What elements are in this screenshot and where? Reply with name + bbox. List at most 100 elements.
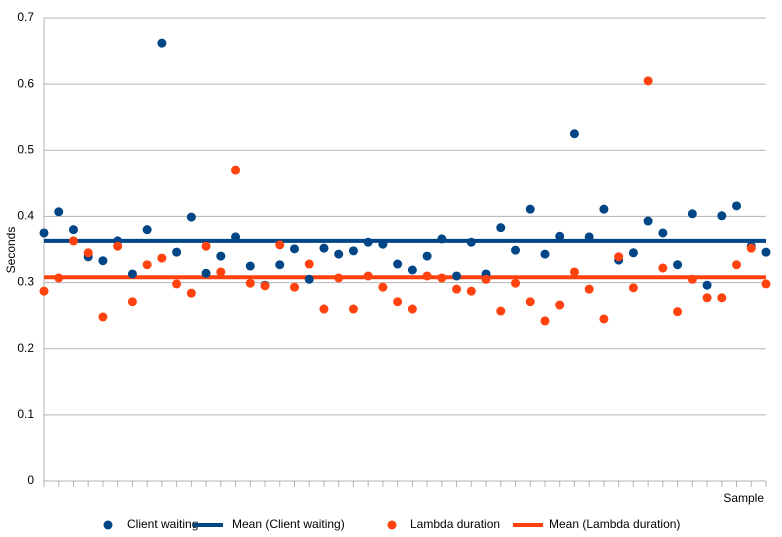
point — [201, 268, 211, 278]
point — [702, 293, 712, 303]
point — [127, 297, 137, 307]
point — [717, 211, 727, 221]
y-tick-label: 0.5 — [17, 142, 34, 156]
point — [437, 234, 447, 244]
legend-label: Mean (Lambda duration) — [549, 517, 680, 531]
point — [334, 273, 344, 283]
point — [393, 259, 403, 269]
point — [496, 306, 506, 316]
point — [83, 248, 93, 258]
point — [172, 279, 182, 289]
point — [363, 271, 373, 281]
legend-marker — [387, 520, 397, 530]
legend-marker — [103, 520, 113, 530]
point — [628, 283, 638, 293]
point — [334, 249, 344, 259]
point — [525, 204, 535, 214]
point — [761, 247, 771, 257]
point — [614, 252, 624, 262]
point — [363, 237, 373, 247]
point — [673, 260, 683, 270]
legend-label: Lambda duration — [410, 517, 500, 531]
point — [142, 225, 152, 235]
y-tick-label: 0.4 — [17, 209, 34, 223]
point — [245, 261, 255, 271]
point — [452, 284, 462, 294]
point — [201, 241, 211, 251]
point — [407, 304, 417, 314]
point — [511, 278, 521, 288]
point — [496, 223, 506, 233]
point — [157, 253, 167, 263]
y-tick-label: 0 — [27, 473, 34, 487]
point — [54, 207, 64, 217]
legend-label: Client waiting — [127, 517, 198, 531]
y-tick-label: 0.7 — [17, 10, 34, 24]
point — [289, 244, 299, 254]
point — [68, 236, 78, 246]
point — [569, 267, 579, 277]
point — [569, 129, 579, 139]
x-axis-label: Sample — [723, 491, 764, 505]
point — [289, 282, 299, 292]
point — [599, 314, 609, 324]
point — [732, 260, 742, 270]
point — [172, 247, 182, 257]
point — [378, 282, 388, 292]
point — [422, 251, 432, 261]
point — [231, 165, 241, 175]
y-axis-label: Seconds — [4, 227, 18, 274]
y-tick-label: 0.1 — [17, 407, 34, 421]
point — [540, 249, 550, 259]
point — [422, 271, 432, 281]
point — [555, 300, 565, 310]
point — [304, 259, 314, 269]
point — [437, 273, 447, 283]
point — [452, 271, 462, 281]
point — [186, 288, 196, 298]
point — [732, 201, 742, 211]
point — [658, 228, 668, 238]
point — [643, 216, 653, 226]
point — [68, 225, 78, 235]
point — [98, 312, 108, 322]
point — [584, 284, 594, 294]
point — [540, 316, 550, 326]
point — [466, 286, 476, 296]
point — [348, 304, 358, 314]
point — [643, 76, 653, 86]
point — [761, 279, 771, 289]
point — [555, 231, 565, 241]
point — [39, 286, 49, 296]
point — [584, 232, 594, 242]
point — [127, 269, 137, 279]
point — [245, 278, 255, 288]
point — [216, 267, 226, 277]
point — [113, 241, 123, 251]
point — [746, 243, 756, 253]
point — [142, 260, 152, 270]
point — [407, 265, 417, 275]
y-tick-label: 0.3 — [17, 275, 34, 289]
point — [702, 280, 712, 290]
point — [275, 240, 285, 250]
point — [275, 260, 285, 270]
y-tick-label: 0.6 — [17, 76, 34, 90]
point — [525, 297, 535, 307]
y-tick-label: 0.2 — [17, 341, 34, 355]
point — [98, 256, 108, 266]
point — [717, 293, 727, 303]
point — [304, 274, 314, 284]
point — [319, 243, 329, 253]
point — [54, 273, 64, 283]
point — [231, 232, 241, 242]
point — [687, 274, 697, 284]
point — [466, 237, 476, 247]
point — [216, 251, 226, 261]
point — [658, 263, 668, 273]
point — [628, 248, 638, 258]
point — [348, 246, 358, 256]
point — [378, 239, 388, 249]
point — [673, 307, 683, 317]
